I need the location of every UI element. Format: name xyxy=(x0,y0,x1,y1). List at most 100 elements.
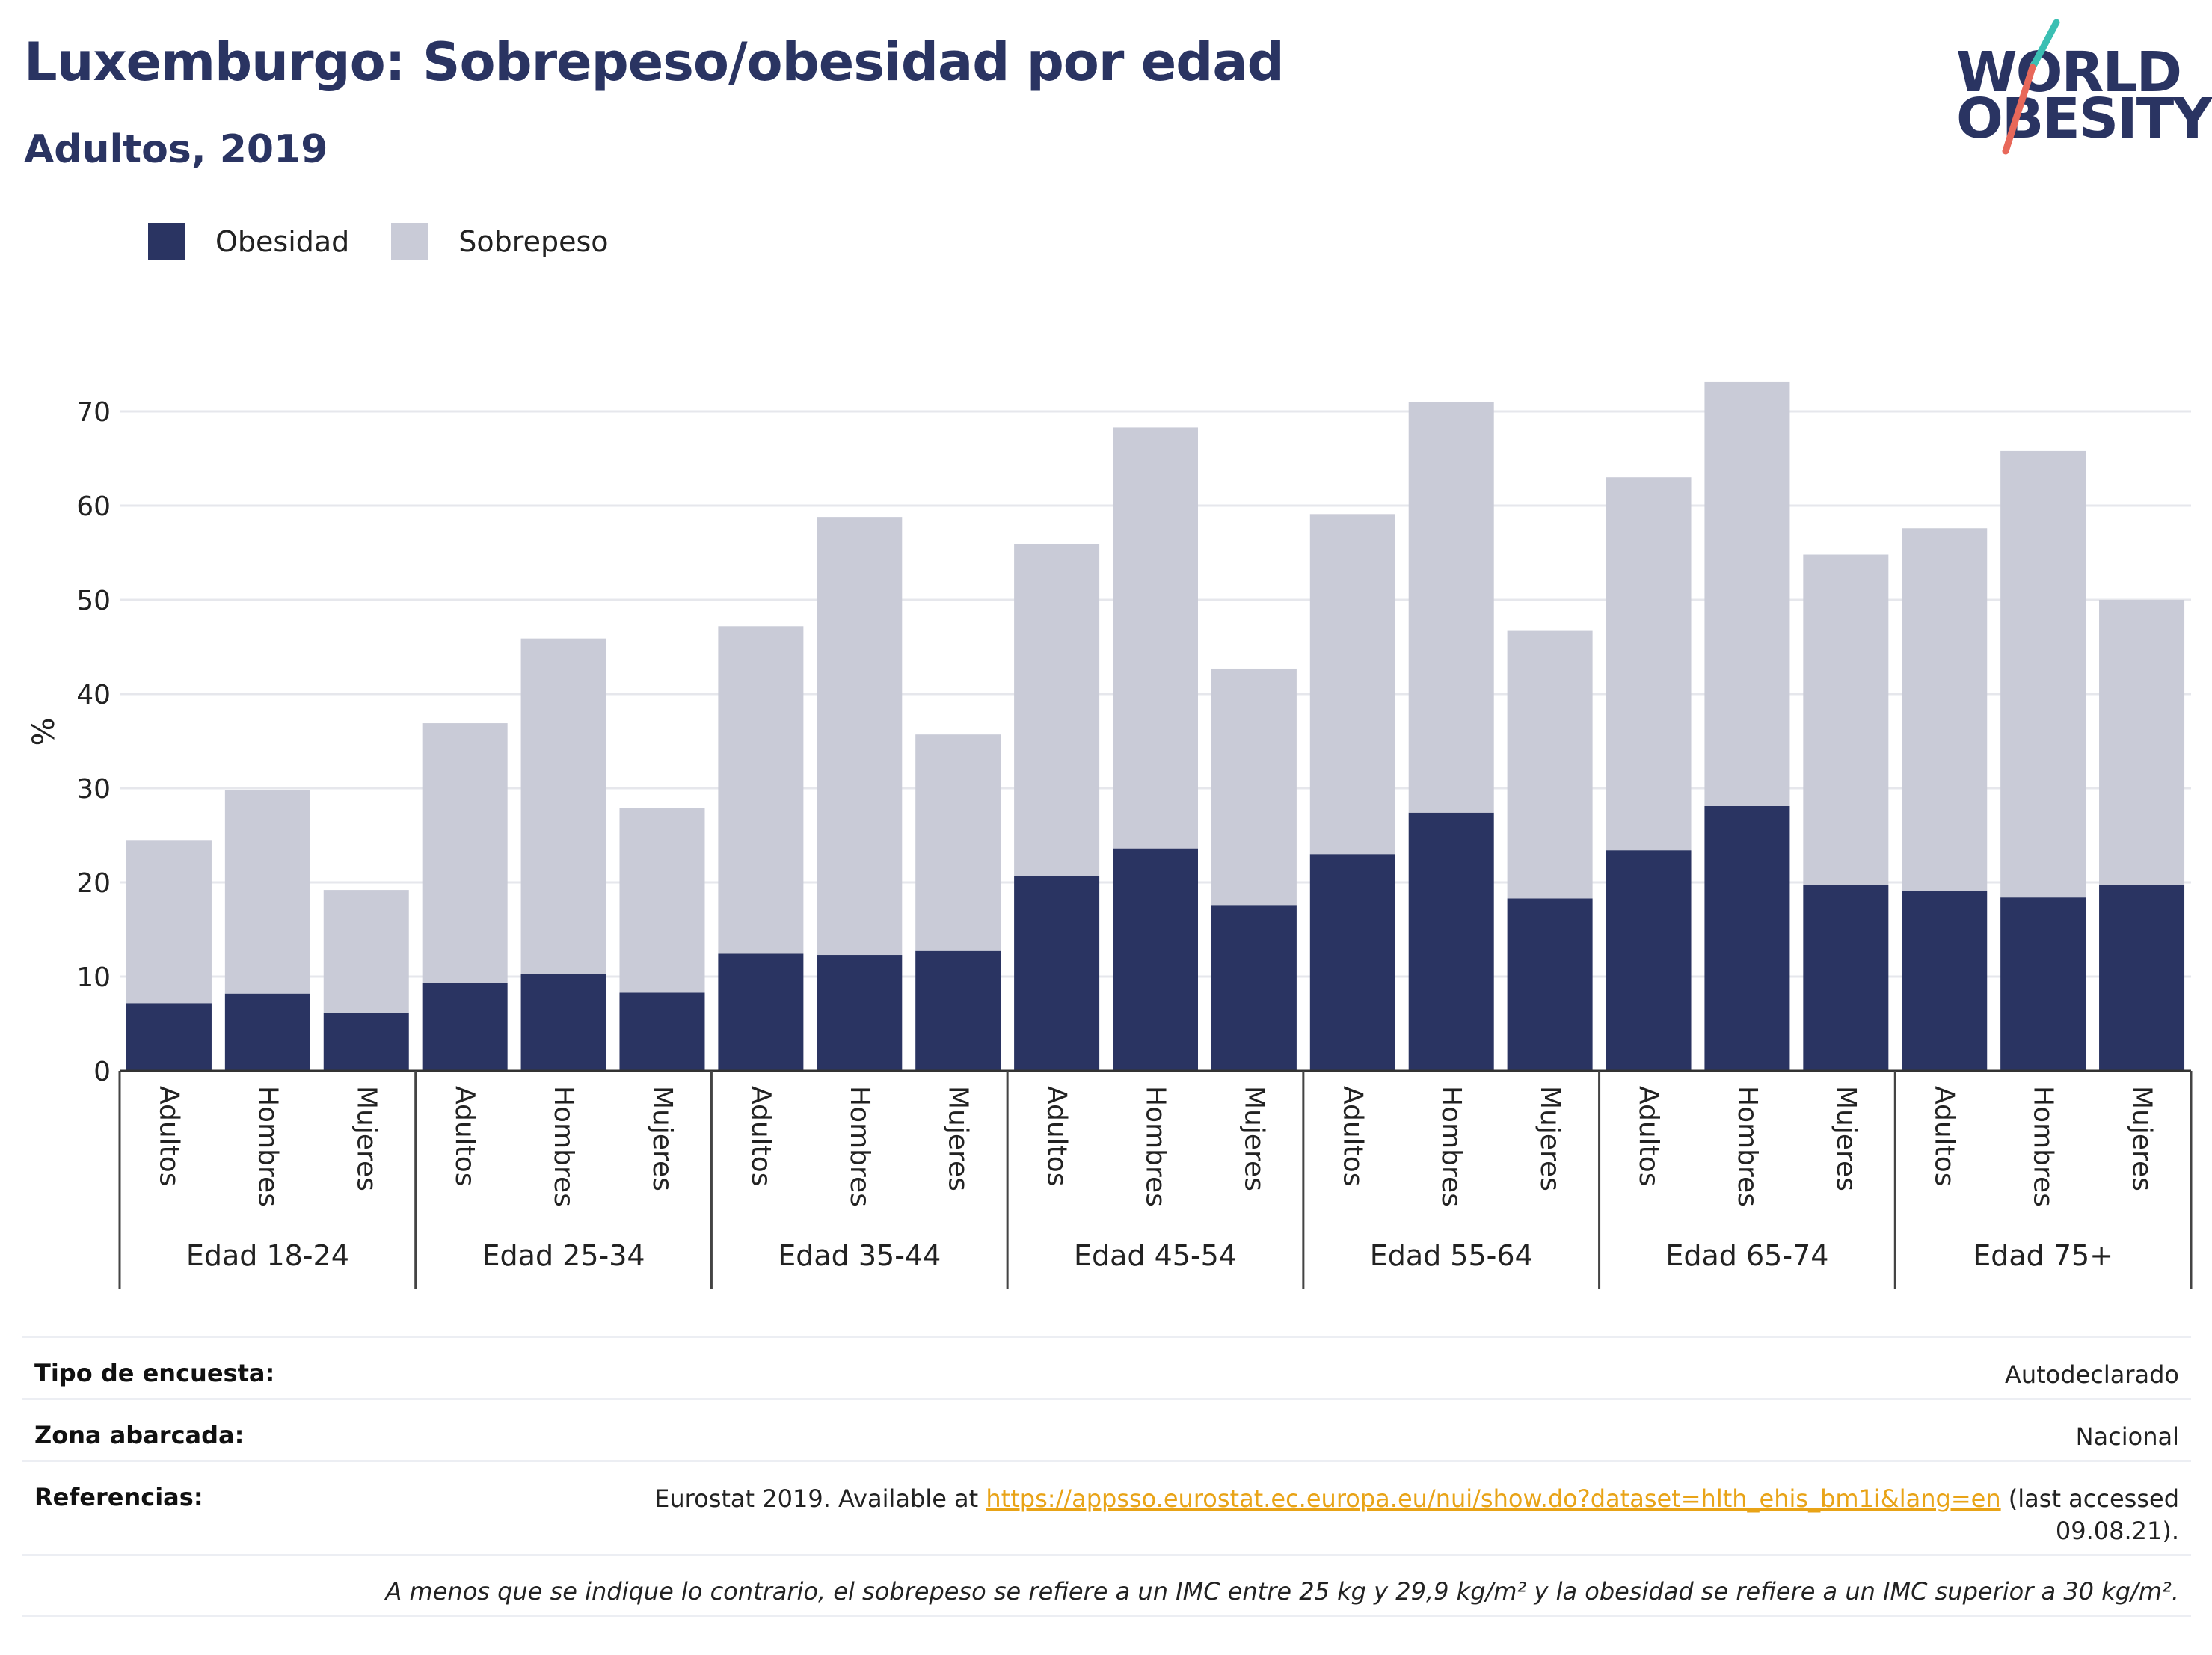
bar-sobrepeso xyxy=(2000,450,2086,898)
x-tick-label: Adultos xyxy=(1633,1086,1664,1187)
x-tick-label: Hombres xyxy=(2028,1086,2059,1207)
legend-swatch-obesidad xyxy=(148,223,185,260)
x-tick-label: Mujeres xyxy=(1238,1086,1269,1191)
bar-obesidad xyxy=(1704,805,1790,1071)
x-tick-label: Hombres xyxy=(1732,1086,1763,1207)
bar-sobrepeso xyxy=(1113,427,1198,849)
bar-obesidad xyxy=(1507,898,1593,1071)
bar-obesidad xyxy=(817,955,903,1071)
bar-sobrepeso xyxy=(2099,600,2185,885)
y-tick-label: 60 xyxy=(76,491,111,522)
y-tick-label: 70 xyxy=(76,397,111,428)
bar-obesidad xyxy=(619,992,705,1071)
bar-sobrepeso xyxy=(1211,668,1297,906)
x-tick-label: Hombres xyxy=(1140,1086,1171,1207)
bar-obesidad xyxy=(1309,854,1395,1071)
bar-obesidad xyxy=(323,1012,409,1071)
x-tick-label: Adultos xyxy=(449,1086,480,1187)
x-tick-label: Adultos xyxy=(746,1086,776,1187)
bar-sobrepeso xyxy=(1309,514,1395,855)
legend-item-sobrepeso: Sobrepeso xyxy=(391,223,609,260)
x-tick-label: Mujeres xyxy=(647,1086,678,1191)
x-group-label: Edad 65-74 xyxy=(1665,1239,1828,1272)
page-title: Luxemburgo: Sobrepeso/obesidad por edad xyxy=(24,31,1285,93)
x-tick-label: Mujeres xyxy=(1831,1086,1861,1191)
x-group-label: Edad 35-44 xyxy=(778,1239,941,1272)
x-tick-label: Adultos xyxy=(1929,1086,1960,1187)
references-label: Referencias: xyxy=(34,1483,203,1511)
chart-legend: Obesidad Sobrepeso xyxy=(148,221,651,262)
bar-obesidad xyxy=(224,993,310,1071)
bar-obesidad xyxy=(422,983,508,1071)
references-prefix: Eurostat 2019. Available at xyxy=(654,1484,986,1513)
y-tick-label: 50 xyxy=(76,586,111,616)
x-tick-label: Adultos xyxy=(153,1086,184,1187)
y-axis-label: % xyxy=(27,717,61,746)
legend-swatch-sobrepeso xyxy=(391,223,429,260)
bar-sobrepeso xyxy=(1014,544,1100,876)
legend-label-sobrepeso: Sobrepeso xyxy=(458,225,609,258)
bar-obesidad xyxy=(520,974,606,1071)
info-table: Tipo de encuesta: Autodeclarado Zona aba… xyxy=(22,1336,2191,1617)
bar-sobrepeso xyxy=(619,808,705,993)
bar-sobrepeso xyxy=(422,723,508,983)
x-tick-label: Hombres xyxy=(548,1086,579,1207)
page-subtitle: Adultos, 2019 xyxy=(24,127,328,172)
logo-line-1: WORLD xyxy=(1956,40,2182,105)
bar-sobrepeso xyxy=(1704,381,1790,806)
x-group-label: Edad 55-64 xyxy=(1370,1239,1533,1272)
world-obesity-logo: WORLD OBESITY xyxy=(1944,15,2212,165)
bar-sobrepeso xyxy=(1803,554,1889,885)
references-suffix: (last accessed 09.08.21). xyxy=(2000,1484,2179,1546)
x-tick-label: Mujeres xyxy=(351,1086,381,1191)
stacked-bar-chart: 0 10 20 30 40 50 60 70% Edad 18-24 Edad 25-34 Edad… xyxy=(27,381,2193,1289)
y-tick-label: 0 xyxy=(93,1057,111,1087)
x-tick-label: Mujeres xyxy=(2127,1086,2157,1191)
logo-slash-icon xyxy=(2002,19,2060,155)
bar-obesidad xyxy=(1211,905,1297,1071)
info-row-note: A menos que se indique lo contrario, el … xyxy=(22,1554,2191,1617)
bar-obesidad xyxy=(2099,885,2185,1071)
reference-link[interactable]: https://appsso.eurostat.ec.europa.eu/nui… xyxy=(986,1484,2001,1513)
bar-sobrepeso xyxy=(520,638,606,974)
legend-item-obesidad: Obesidad xyxy=(148,223,349,260)
x-group-label: Edad 45-54 xyxy=(1074,1239,1237,1272)
bar-obesidad xyxy=(915,950,1001,1071)
y-tick-label: 30 xyxy=(76,774,111,805)
bar-sobrepeso xyxy=(915,734,1001,951)
bar-obesidad xyxy=(1803,885,1889,1071)
bar-sobrepeso xyxy=(224,790,310,994)
bar-sobrepeso xyxy=(718,626,804,954)
x-group-label: Edad 18-24 xyxy=(186,1239,349,1272)
y-tick-label: 40 xyxy=(76,680,111,710)
bar-obesidad xyxy=(1606,850,1692,1071)
bar-obesidad xyxy=(1113,848,1198,1071)
bar-obesidad xyxy=(718,953,804,1071)
y-tick-label: 10 xyxy=(76,962,111,993)
references-value: Eurostat 2019. Available at https://apps… xyxy=(534,1483,2179,1547)
info-row-references: Referencias: Eurostat 2019. Available at… xyxy=(22,1460,2191,1554)
bar-sobrepeso xyxy=(1507,630,1593,899)
bar-obesidad xyxy=(126,1003,212,1071)
x-tick-label: Adultos xyxy=(1337,1086,1368,1187)
x-group-label: Edad 75+ xyxy=(1973,1239,2113,1272)
bar-obesidad xyxy=(1902,891,1988,1071)
x-tick-label: Hombres xyxy=(844,1086,875,1207)
legend-label-obesidad: Obesidad xyxy=(215,225,350,258)
info-row-survey: Tipo de encuesta: Autodeclarado xyxy=(22,1336,2191,1398)
x-tick-label: Adultos xyxy=(1042,1086,1072,1187)
survey-type-value: Autodeclarado xyxy=(2004,1360,2179,1389)
info-row-area: Zona abarcada: Nacional xyxy=(22,1398,2191,1460)
area-label: Zona abarcada: xyxy=(34,1421,245,1449)
x-group-label: Edad 25-34 xyxy=(482,1239,645,1272)
bar-sobrepeso xyxy=(323,890,409,1013)
bar-sobrepeso xyxy=(1408,402,1494,813)
bar-sobrepeso xyxy=(817,517,903,956)
bar-obesidad xyxy=(1408,812,1494,1071)
definition-note: A menos que se indique lo contrario, el … xyxy=(385,1577,2179,1606)
x-tick-label: Mujeres xyxy=(1534,1086,1565,1191)
survey-type-label: Tipo de encuesta: xyxy=(34,1359,275,1387)
bar-sobrepeso xyxy=(1902,528,1988,891)
area-value: Nacional xyxy=(2075,1422,2179,1451)
bar-obesidad xyxy=(2000,897,2086,1071)
